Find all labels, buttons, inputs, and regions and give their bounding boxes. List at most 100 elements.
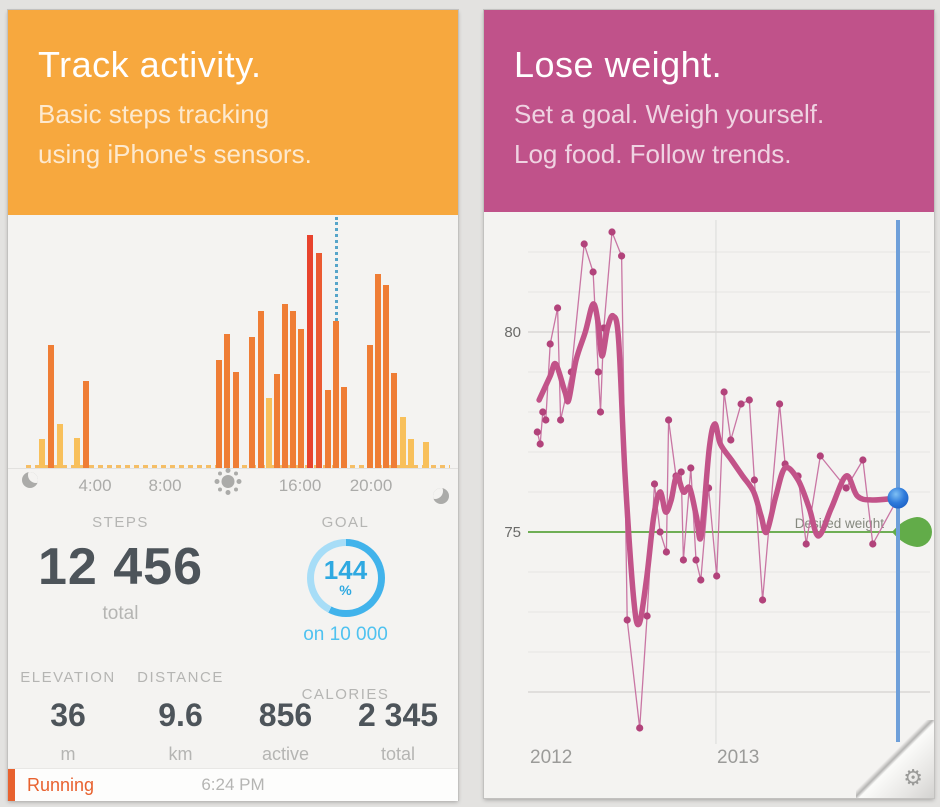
step-bar <box>274 374 280 468</box>
weight-raw-point <box>554 304 562 312</box>
step-bar <box>74 438 80 468</box>
step-bar <box>325 390 331 468</box>
steps-value: 12 456 <box>37 538 204 596</box>
weight-raw-point <box>665 416 673 424</box>
weight-raw-point <box>692 556 700 564</box>
weight-raw-point <box>580 240 588 248</box>
goal-label: GOAL <box>321 514 370 531</box>
goal-percent: 144 <box>323 555 368 585</box>
weight-raw-point <box>687 464 695 472</box>
step-bar <box>39 439 45 468</box>
desired-weight-marker <box>892 517 932 547</box>
weight-raw-point <box>542 416 550 424</box>
step-bar <box>307 235 313 468</box>
time-label-4: 4:00 <box>78 476 112 495</box>
track-activity-title: Track activity. <box>38 44 262 85</box>
step-bar <box>48 345 54 468</box>
step-bar <box>383 285 389 468</box>
step-bar <box>258 311 264 468</box>
weight-trend-line <box>536 301 901 628</box>
weight-raw-point <box>608 228 616 236</box>
activity-color-notch <box>8 769 15 801</box>
weight-tracking-card: Lose weight. Set a goal. Weigh yourself.… <box>484 10 934 798</box>
step-bar <box>224 334 230 468</box>
weight-raw-point <box>859 456 867 464</box>
step-bar <box>341 387 347 468</box>
lose-weight-title: Lose weight. <box>514 44 723 85</box>
weight-raw-point <box>713 572 721 580</box>
step-bar <box>316 253 322 468</box>
weight-raw-point <box>643 612 651 620</box>
weight-raw-point <box>720 388 728 396</box>
page-curl[interactable]: ⚙ <box>856 720 934 798</box>
calories-label: CALORIES <box>301 686 390 703</box>
weight-raw-point <box>656 528 664 536</box>
weight-raw-point <box>557 416 565 424</box>
step-bar <box>423 442 429 468</box>
elevation-label: ELEVATION <box>20 669 116 686</box>
weight-raw-point <box>533 428 541 436</box>
elevation-value: 36 <box>50 697 86 733</box>
weight-raw-point <box>596 408 605 416</box>
weight-raw-point <box>869 540 877 548</box>
weight-raw-point <box>737 400 745 408</box>
track-activity-header: Track activity. Basic steps tracking usi… <box>8 10 458 215</box>
step-bar <box>290 311 296 468</box>
step-bar <box>266 398 272 468</box>
step-bar <box>400 417 406 468</box>
current-activity-bar[interactable]: 6:24 PM Running <box>8 768 458 801</box>
weight-raw-point <box>650 480 659 488</box>
calories-active-unit: active <box>261 744 310 764</box>
settings-gear-icon[interactable]: ⚙ <box>903 765 923 790</box>
distance-label: DISTANCE <box>137 669 224 686</box>
goal-time-dotted-line <box>335 217 338 321</box>
weight-raw-point <box>816 452 824 460</box>
year-label: 2012 <box>530 747 572 768</box>
step-bar <box>375 274 381 468</box>
weight-raw-point <box>623 616 631 624</box>
time-label-16: 16:00 <box>278 476 322 495</box>
step-bar <box>408 439 414 468</box>
sun-icon <box>221 475 235 488</box>
weight-raw-point <box>697 576 705 584</box>
elevation-unit: m <box>60 744 76 764</box>
step-bar <box>367 345 373 468</box>
moon-icon <box>433 488 449 504</box>
desired-weight-label: Desired weight <box>795 516 885 531</box>
distance-unit: km <box>168 744 193 764</box>
calories-total-unit: total <box>380 744 416 764</box>
calories-active-value: 856 <box>258 697 313 733</box>
step-bar <box>57 424 63 468</box>
y-tick-label: 80 <box>504 324 521 341</box>
weight-raw-point <box>679 556 687 564</box>
moon-icon <box>22 472 38 488</box>
time-label-20: 20:00 <box>349 476 393 495</box>
weight-raw-point <box>745 396 753 404</box>
step-bar <box>298 329 304 468</box>
step-bar <box>282 304 288 468</box>
secondary-stats: ELEVATION DISTANCE CALORIES 36 9.6 856 2… <box>8 655 458 768</box>
weight-line-chart: Desired weight 80 75 2012 2013 <box>484 212 934 798</box>
weight-chart-svg: Desired weight 80 75 2012 2013 <box>504 220 932 768</box>
distance-value: 9.6 <box>158 697 203 733</box>
track-activity-subtitle: Basic steps tracking using iPhone's sens… <box>38 99 312 169</box>
activity-tracking-card: Track activity. Basic steps tracking usi… <box>8 10 458 801</box>
weight-raw-point <box>802 540 810 548</box>
lose-weight-subtitle: Set a goal. Weigh yourself. Log food. Fo… <box>514 99 825 169</box>
lose-weight-header: Lose weight. Set a goal. Weigh yourself.… <box>484 10 934 212</box>
steps-label: STEPS <box>92 514 149 531</box>
goal-progress-ring: 144 % <box>306 539 385 617</box>
weight-raw-point <box>727 436 735 444</box>
activity-name: Running <box>27 774 95 795</box>
weight-raw-point <box>677 468 685 476</box>
calories-total-value: 2 345 <box>357 697 439 733</box>
y-tick-label: 75 <box>504 524 521 541</box>
goal-percent-sign: % <box>339 582 352 598</box>
weight-raw-point <box>589 268 597 276</box>
weight-raw-point <box>750 476 758 484</box>
weight-raw-point <box>546 340 554 348</box>
step-bar <box>216 360 222 468</box>
weight-raw-point <box>536 440 544 448</box>
weight-raw-point <box>759 596 767 604</box>
step-bar <box>391 373 397 468</box>
